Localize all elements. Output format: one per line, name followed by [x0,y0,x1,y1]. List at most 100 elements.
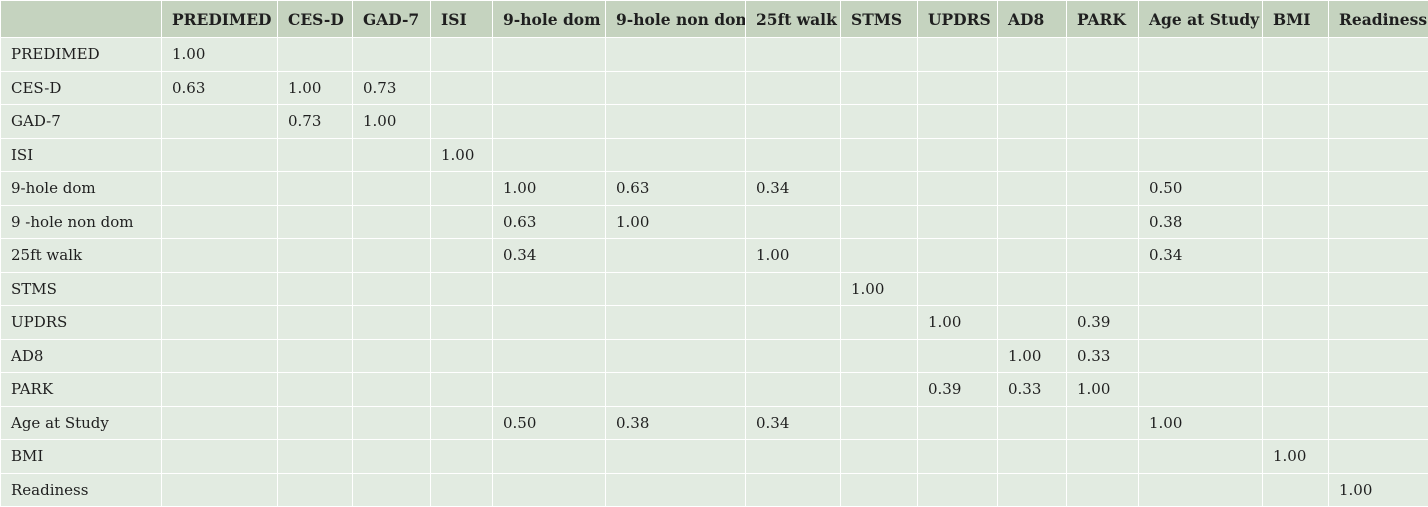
correlation-cell [606,272,746,306]
correlation-cell [278,440,353,474]
correlation-cell [841,339,918,373]
correlation-cell: 0.34 [493,239,606,273]
correlation-cell [1139,440,1263,474]
correlation-cell [278,306,353,340]
correlation-cell [918,440,998,474]
correlation-cell [431,105,493,139]
correlation-cell [918,205,998,239]
row-header: Age at Study [1,406,162,440]
correlation-cell [746,339,841,373]
correlation-cell [162,172,278,206]
correlation-cell [841,406,918,440]
correlation-cell [746,473,841,507]
correlation-cell [1329,71,1428,105]
row-header: 9-hole dom [1,172,162,206]
correlation-cell [1067,440,1139,474]
correlation-cell [278,272,353,306]
correlation-cell [606,306,746,340]
correlation-cell [841,205,918,239]
correlation-cell [841,306,918,340]
column-header: PARK [1067,1,1139,38]
correlation-cell [1263,71,1329,105]
correlation-cell [1139,38,1263,72]
row-header: STMS [1,272,162,306]
correlation-cell [431,373,493,407]
correlation-cell [162,440,278,474]
correlation-cell [431,406,493,440]
column-header: PREDIMED [162,1,278,38]
row-header: BMI [1,440,162,474]
correlation-cell [1067,205,1139,239]
correlation-cell [162,339,278,373]
correlation-cell [431,205,493,239]
correlation-cell [1329,406,1428,440]
correlation-cell [998,38,1067,72]
correlation-cell [1263,239,1329,273]
correlation-cell: 0.73 [353,71,431,105]
correlation-cell [998,71,1067,105]
correlation-cell [1263,105,1329,139]
correlation-cell [841,38,918,72]
correlation-cell: 0.39 [1067,306,1139,340]
correlation-cell: 1.00 [998,339,1067,373]
correlation-cell: 0.38 [606,406,746,440]
correlation-cell [1139,105,1263,139]
correlation-cell [353,272,431,306]
correlation-cell [162,406,278,440]
column-header: BMI [1263,1,1329,38]
correlation-cell: 0.50 [493,406,606,440]
correlation-cell [1263,473,1329,507]
correlation-cell [998,440,1067,474]
correlation-cell [841,138,918,172]
correlation-cell [1067,239,1139,273]
correlation-cell [162,205,278,239]
correlation-cell [918,339,998,373]
correlation-cell [1067,71,1139,105]
correlation-cell [353,373,431,407]
correlation-cell [1329,306,1428,340]
row-header: PARK [1,373,162,407]
correlation-cell [1067,473,1139,507]
correlation-cell [278,205,353,239]
correlation-cell [998,239,1067,273]
correlation-cell: 0.34 [1139,239,1263,273]
column-header: UPDRS [918,1,998,38]
correlation-cell [431,440,493,474]
correlation-cell [746,306,841,340]
correlation-cell [1329,440,1428,474]
correlation-cell [1067,406,1139,440]
correlation-cell [353,172,431,206]
correlation-cell [606,373,746,407]
correlation-cell [746,38,841,72]
correlation-cell [353,440,431,474]
correlation-cell [162,239,278,273]
correlation-cell: 0.34 [746,172,841,206]
correlation-cell [431,71,493,105]
correlation-cell [1329,239,1428,273]
correlation-cell [493,71,606,105]
correlation-cell [998,306,1067,340]
row-header: AD8 [1,339,162,373]
correlation-cell: 0.63 [606,172,746,206]
correlation-cell [746,105,841,139]
correlation-cell [1139,272,1263,306]
correlation-cell [1067,138,1139,172]
row-header: 9 -hole non dom [1,205,162,239]
correlation-cell [1329,38,1428,72]
correlation-cell [1329,172,1428,206]
row-header: 25ft walk [1,239,162,273]
correlation-cell [162,306,278,340]
correlation-cell [1263,272,1329,306]
correlation-cell [998,138,1067,172]
column-header: Readiness [1329,1,1428,38]
row-header: CES-D [1,71,162,105]
